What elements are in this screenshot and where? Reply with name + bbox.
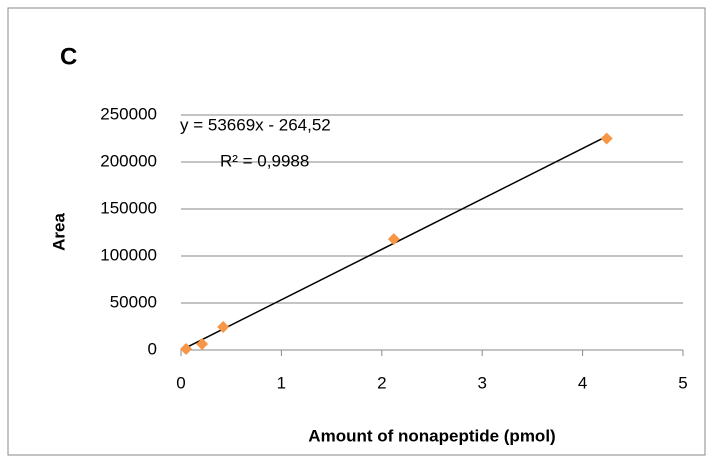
data-point	[217, 320, 230, 333]
x-tick-label: 0	[176, 373, 185, 392]
x-tick-label: 1	[277, 373, 286, 392]
chart-title: C	[60, 43, 77, 70]
data-point	[387, 233, 400, 246]
y-tick-label: 150000	[100, 198, 157, 217]
data-point	[180, 343, 193, 356]
data-point	[600, 132, 613, 145]
y-tick-label: 50000	[110, 292, 157, 311]
y-axis-label: Area	[49, 213, 68, 251]
trendline-equation: y = 53669x - 264,52	[180, 115, 331, 134]
y-tick-label: 250000	[100, 104, 157, 123]
y-tick-label: 0	[148, 339, 157, 358]
x-tick-label: 3	[477, 373, 486, 392]
y-tick-label: 200000	[100, 151, 157, 170]
y-tick-label: 100000	[100, 245, 157, 264]
x-tick-label: 5	[678, 373, 687, 392]
data-point	[196, 337, 209, 350]
x-tick-label: 2	[377, 373, 386, 392]
x-axis-label: Amount of nonapeptide (pmol)	[308, 426, 555, 445]
chart-frame	[7, 7, 706, 456]
r-squared: R² = 0,9988	[220, 151, 309, 170]
x-tick-label: 4	[578, 373, 587, 392]
